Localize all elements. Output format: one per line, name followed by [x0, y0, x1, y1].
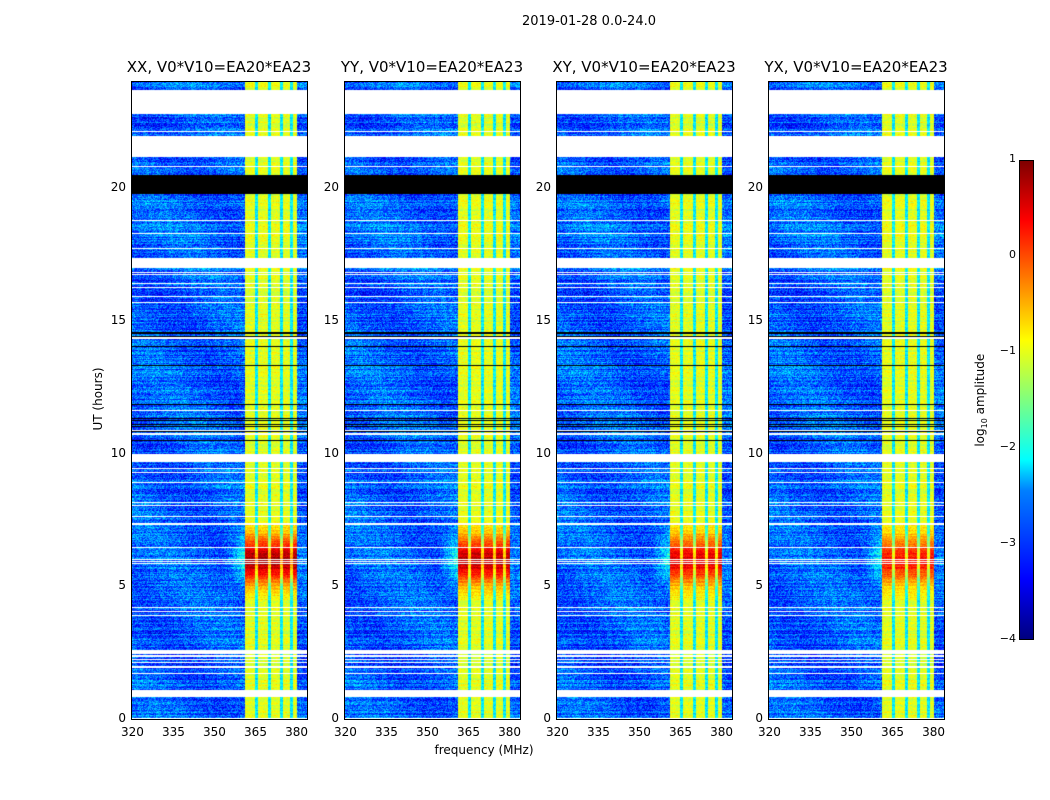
- x-tick-label: 365: [244, 725, 267, 739]
- figure-title: 2019-01-28 0.0-24.0: [522, 14, 656, 29]
- y-tick-label: 5: [331, 578, 339, 593]
- y-tick-label: 20: [535, 180, 551, 195]
- colorbar-label: log10 amplitude: [973, 340, 989, 460]
- spectrogram-heatmap: [345, 82, 520, 719]
- colorbar-label-sub: 10: [980, 418, 990, 429]
- colorbar-tick-label: −3: [999, 536, 1016, 549]
- x-tick-label: 335: [587, 725, 610, 739]
- colorbar-tick-label: −4: [999, 632, 1016, 645]
- x-tick-label: 365: [457, 725, 480, 739]
- x-tick-label: 320: [334, 725, 357, 739]
- y-tick-label: 15: [747, 312, 763, 327]
- colorbar-tick-label: −1: [999, 344, 1016, 357]
- spectrogram-heatmap: [557, 82, 732, 719]
- x-tick-label: 320: [758, 725, 781, 739]
- panel-title: YX, V0*V10=EA20*EA23: [764, 58, 948, 76]
- x-tick-label: 335: [799, 725, 822, 739]
- panel-title: YY, V0*V10=EA20*EA23: [340, 58, 524, 76]
- y-tick-label: 10: [747, 445, 763, 460]
- colorbar-tick-label: 1: [1009, 152, 1016, 165]
- x-tick-label: 380: [922, 725, 945, 739]
- y-tick-label: 5: [543, 578, 551, 593]
- colorbar-tick-label: 0: [1009, 248, 1016, 261]
- y-axis-label: UT (hours): [91, 367, 105, 431]
- y-tick-label: 15: [110, 312, 126, 327]
- x-tick-label: 365: [669, 725, 692, 739]
- x-tick-label: 365: [881, 725, 904, 739]
- spectrogram-panel: [556, 81, 733, 720]
- spectrogram-panel: [344, 81, 521, 720]
- y-tick-label: 0: [331, 711, 339, 725]
- x-tick-label: 380: [710, 725, 733, 739]
- y-tick-label: 20: [323, 180, 339, 195]
- x-tick-label: 350: [628, 725, 651, 739]
- spectrogram-heatmap: [769, 82, 944, 719]
- x-tick-label: 320: [121, 725, 144, 739]
- y-tick-label: 0: [755, 711, 763, 725]
- x-tick-label: 335: [162, 725, 185, 739]
- spectrogram-panel: [131, 81, 308, 720]
- x-tick-label: 380: [285, 725, 308, 739]
- y-tick-label: 10: [323, 445, 339, 460]
- y-tick-label: 0: [118, 711, 126, 725]
- x-tick-label: 350: [840, 725, 863, 739]
- x-tick-label: 380: [498, 725, 521, 739]
- x-axis-label: frequency (MHz): [434, 743, 534, 757]
- x-tick-label: 320: [546, 725, 569, 739]
- spectrogram-heatmap: [132, 82, 307, 719]
- y-tick-label: 5: [755, 578, 763, 593]
- y-tick-label: 5: [118, 578, 126, 593]
- y-tick-label: 15: [535, 312, 551, 327]
- x-tick-label: 335: [375, 725, 398, 739]
- y-tick-label: 10: [110, 445, 126, 460]
- colorbar-tick-label: −2: [999, 440, 1016, 453]
- spectrogram-panel: [768, 81, 945, 720]
- y-tick-label: 20: [747, 180, 763, 195]
- x-tick-label: 350: [416, 725, 439, 739]
- colorbar-label-rest: amplitude: [972, 353, 987, 419]
- y-tick-label: 15: [323, 312, 339, 327]
- colorbar: [1019, 160, 1034, 640]
- y-tick-label: 10: [535, 445, 551, 460]
- y-tick-label: 0: [543, 711, 551, 725]
- x-tick-label: 350: [203, 725, 226, 739]
- y-tick-label: 20: [110, 180, 126, 195]
- colorbar-label-main: log: [972, 428, 987, 447]
- panel-title: XY, V0*V10=EA20*EA23: [552, 58, 736, 76]
- panel-title: XX, V0*V10=EA20*EA23: [126, 58, 312, 76]
